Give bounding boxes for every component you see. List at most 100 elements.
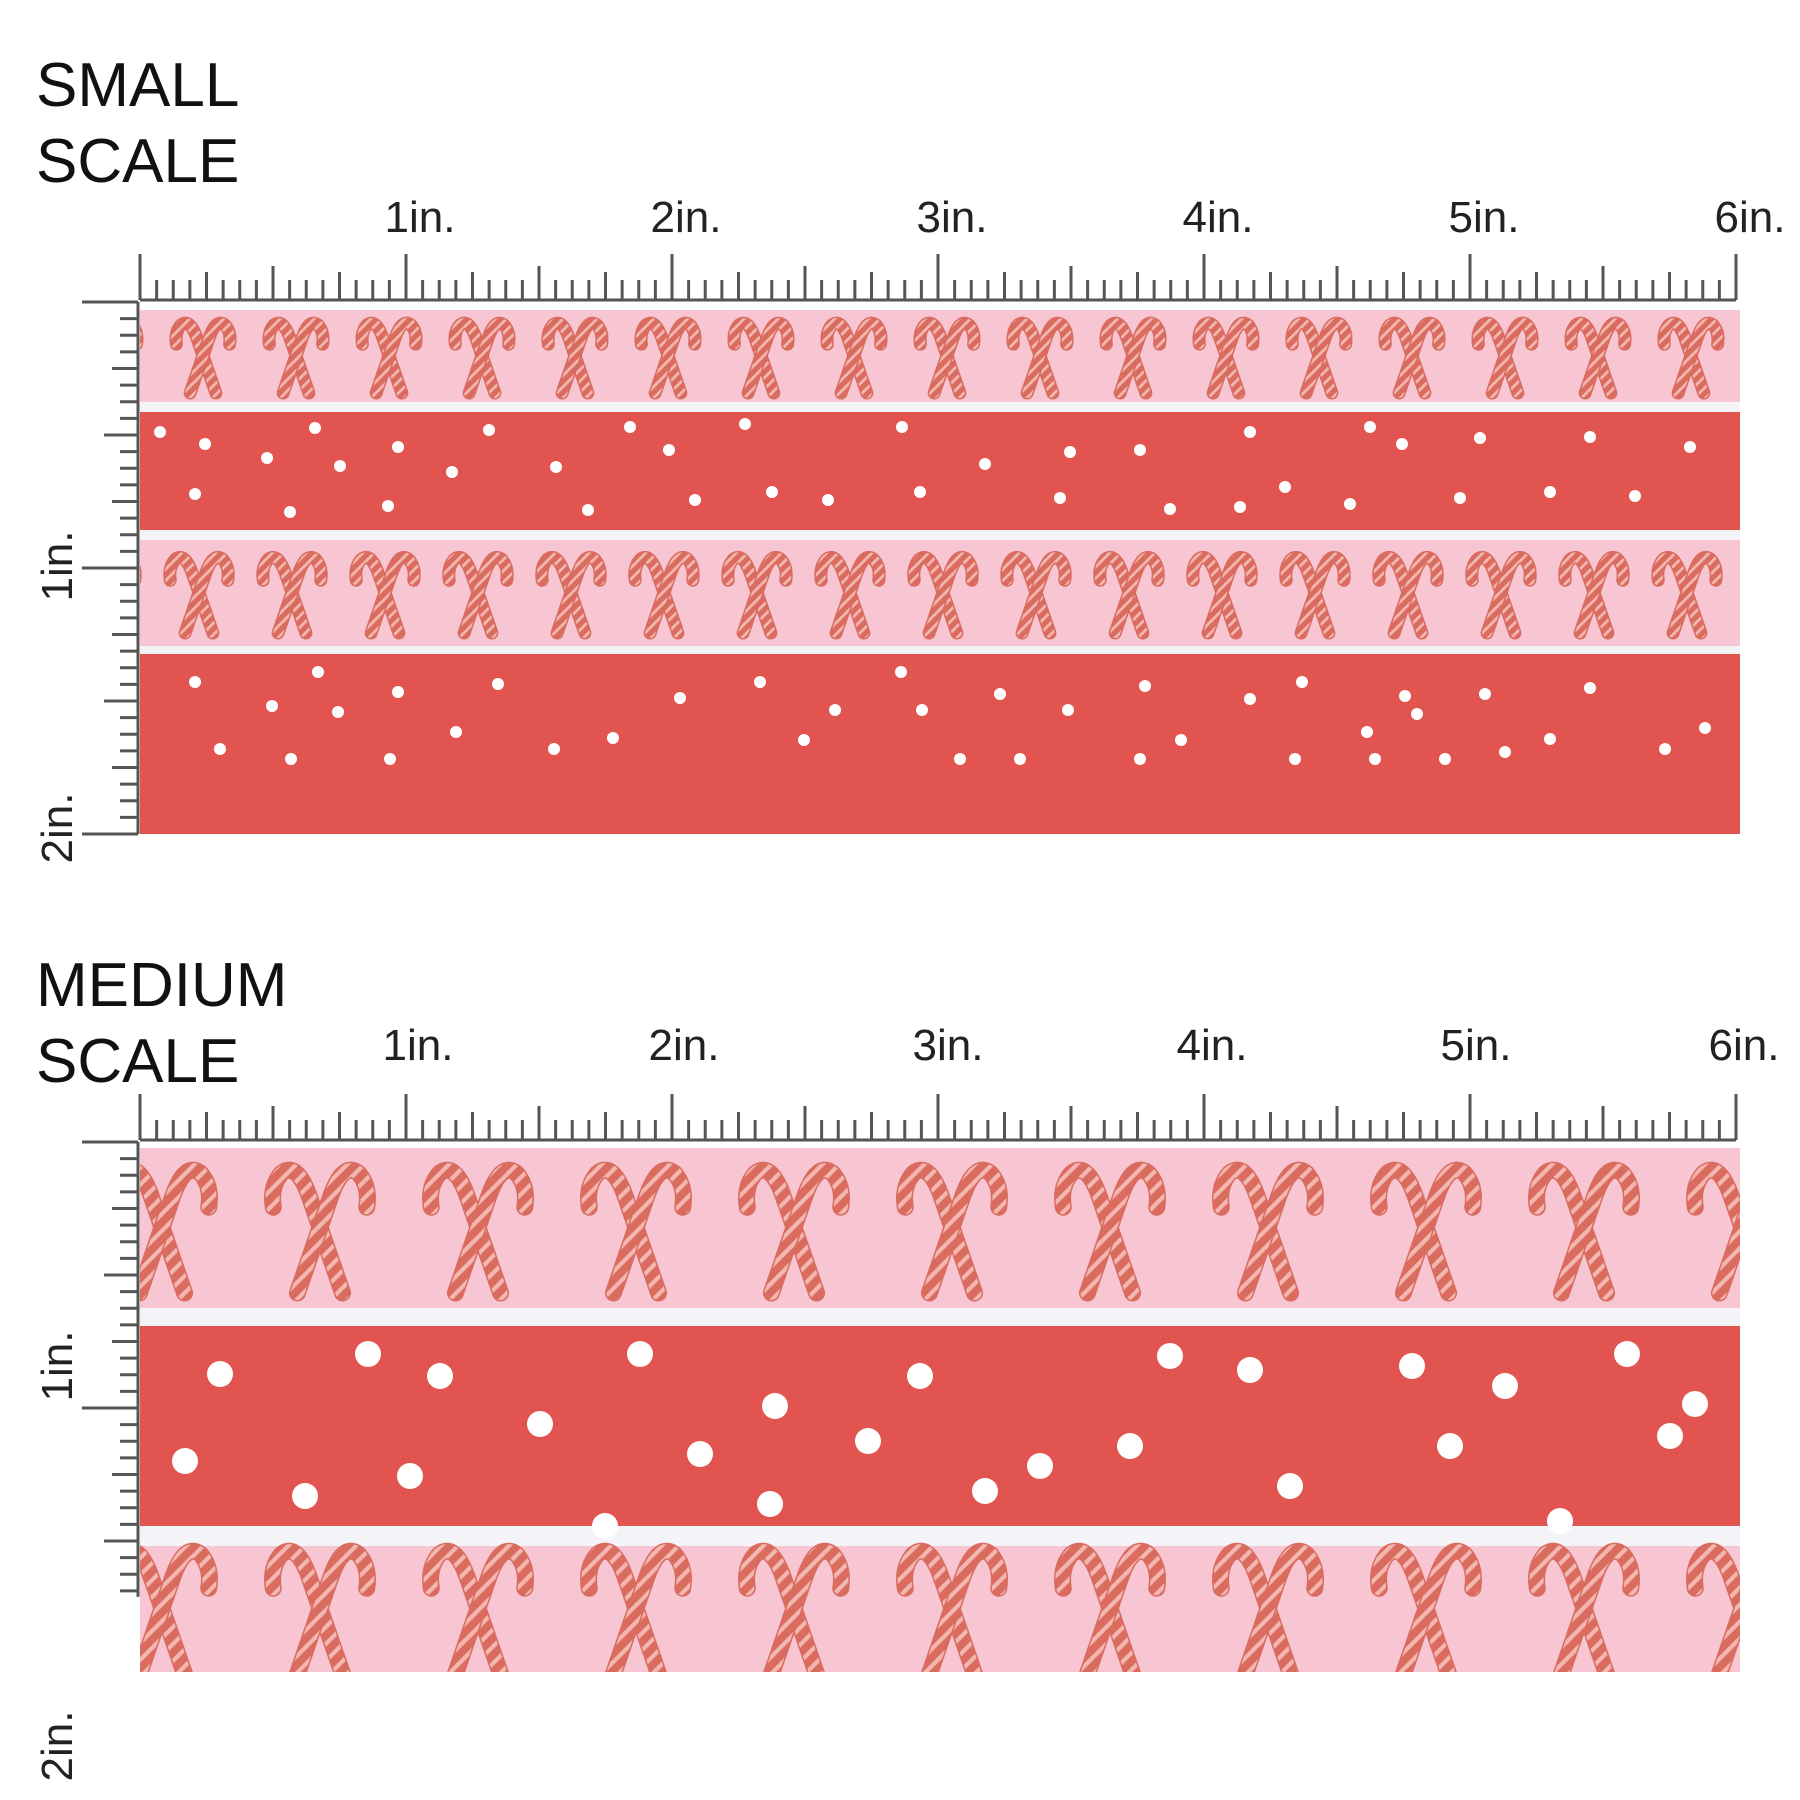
polka-dot (1279, 481, 1291, 493)
right-candy-cane (1673, 318, 1724, 398)
left-candy-cane (635, 318, 686, 398)
right-candy-cane (140, 1163, 217, 1300)
polka-dot (582, 504, 594, 516)
polka-dot (607, 732, 619, 744)
left-candy-cane (1371, 1544, 1456, 1672)
candy-cane-pair (1054, 1161, 1166, 1302)
right-candy-cane (929, 318, 980, 398)
candy-cane-pair (1370, 1542, 1482, 1672)
left-candy-cane (1055, 1544, 1140, 1672)
left-candy-cane (542, 318, 593, 398)
polka-dot (829, 704, 841, 716)
polka-dot (914, 486, 926, 498)
medium-pink-band-2 (140, 1542, 1740, 1672)
small-red-band-2-background (140, 654, 1740, 834)
polka-dot (822, 494, 834, 506)
polka-dot (189, 676, 201, 688)
candy-cane-pair (1285, 316, 1353, 400)
left-candy-cane (170, 318, 221, 398)
right-candy-cane (278, 318, 329, 398)
left-candy-cane (908, 552, 962, 638)
right-candy-cane (743, 318, 794, 398)
left-candy-cane (164, 552, 218, 638)
left-candy-cane (265, 1544, 350, 1672)
right-candy-cane (366, 552, 420, 638)
candy-cane-pair (262, 316, 330, 400)
candy-cane-pair (1006, 316, 1074, 400)
polka-dot (1361, 726, 1373, 738)
left-candy-cane (1001, 552, 1055, 638)
left-candy-cane (1652, 552, 1706, 638)
polka-dot (284, 506, 296, 518)
left-candy-cane (449, 318, 500, 398)
left-candy-cane (356, 318, 407, 398)
right-candy-cane (290, 1163, 375, 1300)
medium-h-label-4: 4in. (1177, 1021, 1248, 1070)
left-candy-cane (821, 318, 872, 398)
polka-dot (285, 753, 297, 765)
polka-dot (214, 743, 226, 755)
left-candy-cane (1559, 552, 1613, 638)
polka-dot (1027, 1453, 1053, 1479)
polka-dot (1139, 680, 1151, 692)
polka-dot (384, 753, 396, 765)
right-candy-cane (924, 552, 978, 638)
polka-dot (1134, 753, 1146, 765)
polka-dot (309, 422, 321, 434)
candy-cane-pair (1686, 1161, 1740, 1302)
candy-cane-pair (264, 1161, 376, 1302)
left-candy-cane (1213, 1544, 1298, 1672)
polka-dot (292, 1483, 318, 1509)
polka-dot (261, 452, 273, 464)
polka-dot (1439, 753, 1451, 765)
polka-dot (663, 444, 675, 456)
small-red-band-1-background (140, 412, 1740, 530)
polka-dot (1134, 444, 1146, 456)
polka-dot (427, 1363, 453, 1389)
candy-cane-pair (1465, 551, 1537, 640)
small-v-label-1: 1in. (33, 531, 82, 602)
right-candy-cane (764, 1163, 849, 1300)
medium-red-band-1 (140, 1326, 1740, 1539)
polka-dot (994, 688, 1006, 700)
polka-dot (207, 1361, 233, 1387)
polka-dot (1657, 1423, 1683, 1449)
polka-dot (392, 441, 404, 453)
medium-v-label-2: 2in. (33, 1711, 82, 1782)
medium-scale-title-line2: SCALE (36, 1027, 240, 1096)
candy-cane-pair (1212, 1161, 1324, 1302)
polka-dot (1399, 690, 1411, 702)
polka-dot (483, 424, 495, 436)
right-candy-cane (1080, 1163, 1165, 1300)
right-candy-cane (645, 552, 699, 638)
candy-cane-pair (1528, 1161, 1640, 1302)
left-candy-cane (536, 552, 590, 638)
polka-dot (1499, 746, 1511, 758)
polka-dot (527, 1411, 553, 1437)
candy-cane-pair (541, 316, 609, 400)
left-candy-cane (423, 1544, 508, 1672)
polka-dot (332, 706, 344, 718)
polka-dot (739, 418, 751, 430)
right-candy-cane (1022, 318, 1073, 398)
right-candy-cane (140, 1544, 217, 1672)
medium-h-label-1: 1in. (383, 1021, 454, 1070)
candy-cane-pair (1093, 551, 1165, 640)
candy-cane-pair (1099, 316, 1167, 400)
left-candy-cane (140, 1165, 192, 1300)
small-h-label-1: 1in. (385, 193, 456, 242)
polka-dot (1629, 490, 1641, 502)
candy-cane-pair (140, 1542, 218, 1672)
small-h-label-3: 3in. (917, 193, 988, 242)
small-scale-section: SMALL SCALE 1in. 2in. 3in. 4in. 5in. 6in… (0, 0, 1800, 880)
right-candy-cane (606, 1544, 691, 1672)
small-pink-band-1 (140, 310, 1740, 402)
right-candy-cane (1208, 318, 1259, 398)
candy-cane-pair (1370, 1161, 1482, 1302)
polka-dot (1699, 722, 1711, 734)
candy-cane-pair (422, 1542, 534, 1672)
polka-dot (757, 1491, 783, 1517)
small-scale-title: SMALL SCALE (36, 48, 239, 200)
medium-h-label-6: 6in. (1709, 1021, 1780, 1070)
polka-dot (1411, 708, 1423, 720)
